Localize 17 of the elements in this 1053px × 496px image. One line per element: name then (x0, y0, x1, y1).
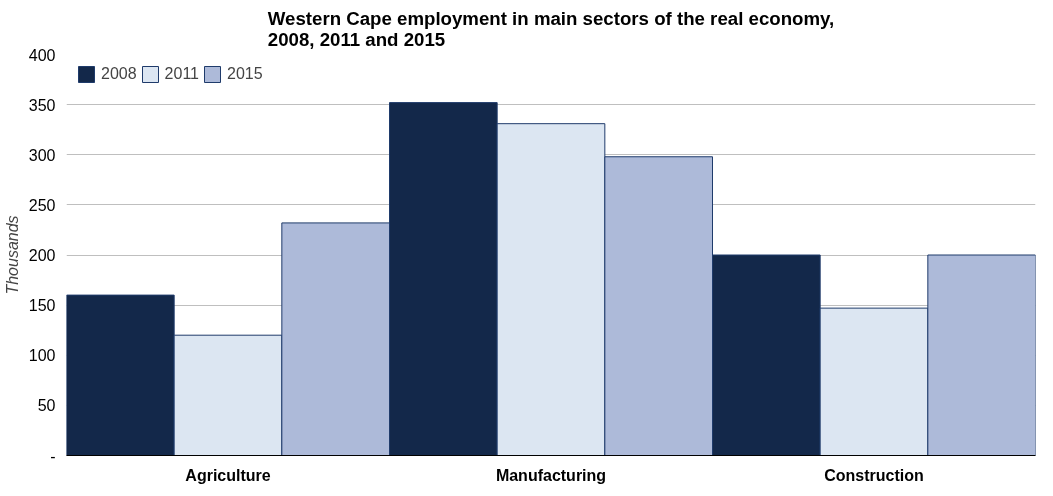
legend-label: 2015 (227, 65, 263, 83)
x-tick-label: Construction (824, 466, 924, 484)
y-tick-label: - (50, 447, 56, 465)
y-tick-label: 50 (37, 397, 56, 415)
y-tick-label: 250 (28, 196, 56, 214)
x-tick-label: Agriculture (185, 466, 271, 484)
y-tick-label: 200 (28, 247, 56, 264)
legend-label: 2008 (101, 65, 137, 83)
y-tick-label: 400 (28, 46, 56, 64)
x-tick-label: Manufacturing (495, 466, 607, 484)
y-tick-label: 300 (28, 146, 56, 164)
y-tick-label: 100 (28, 347, 56, 365)
y-tick-label: 350 (28, 96, 56, 114)
legend-label: 2011 (164, 65, 199, 83)
y-tick-label: 150 (28, 297, 56, 315)
y-axis-title: Thousands (3, 215, 21, 295)
chart-title: Western Cape employment in main sectors of the real economy, 2008, 2011 and 2015 (267, 7, 835, 50)
